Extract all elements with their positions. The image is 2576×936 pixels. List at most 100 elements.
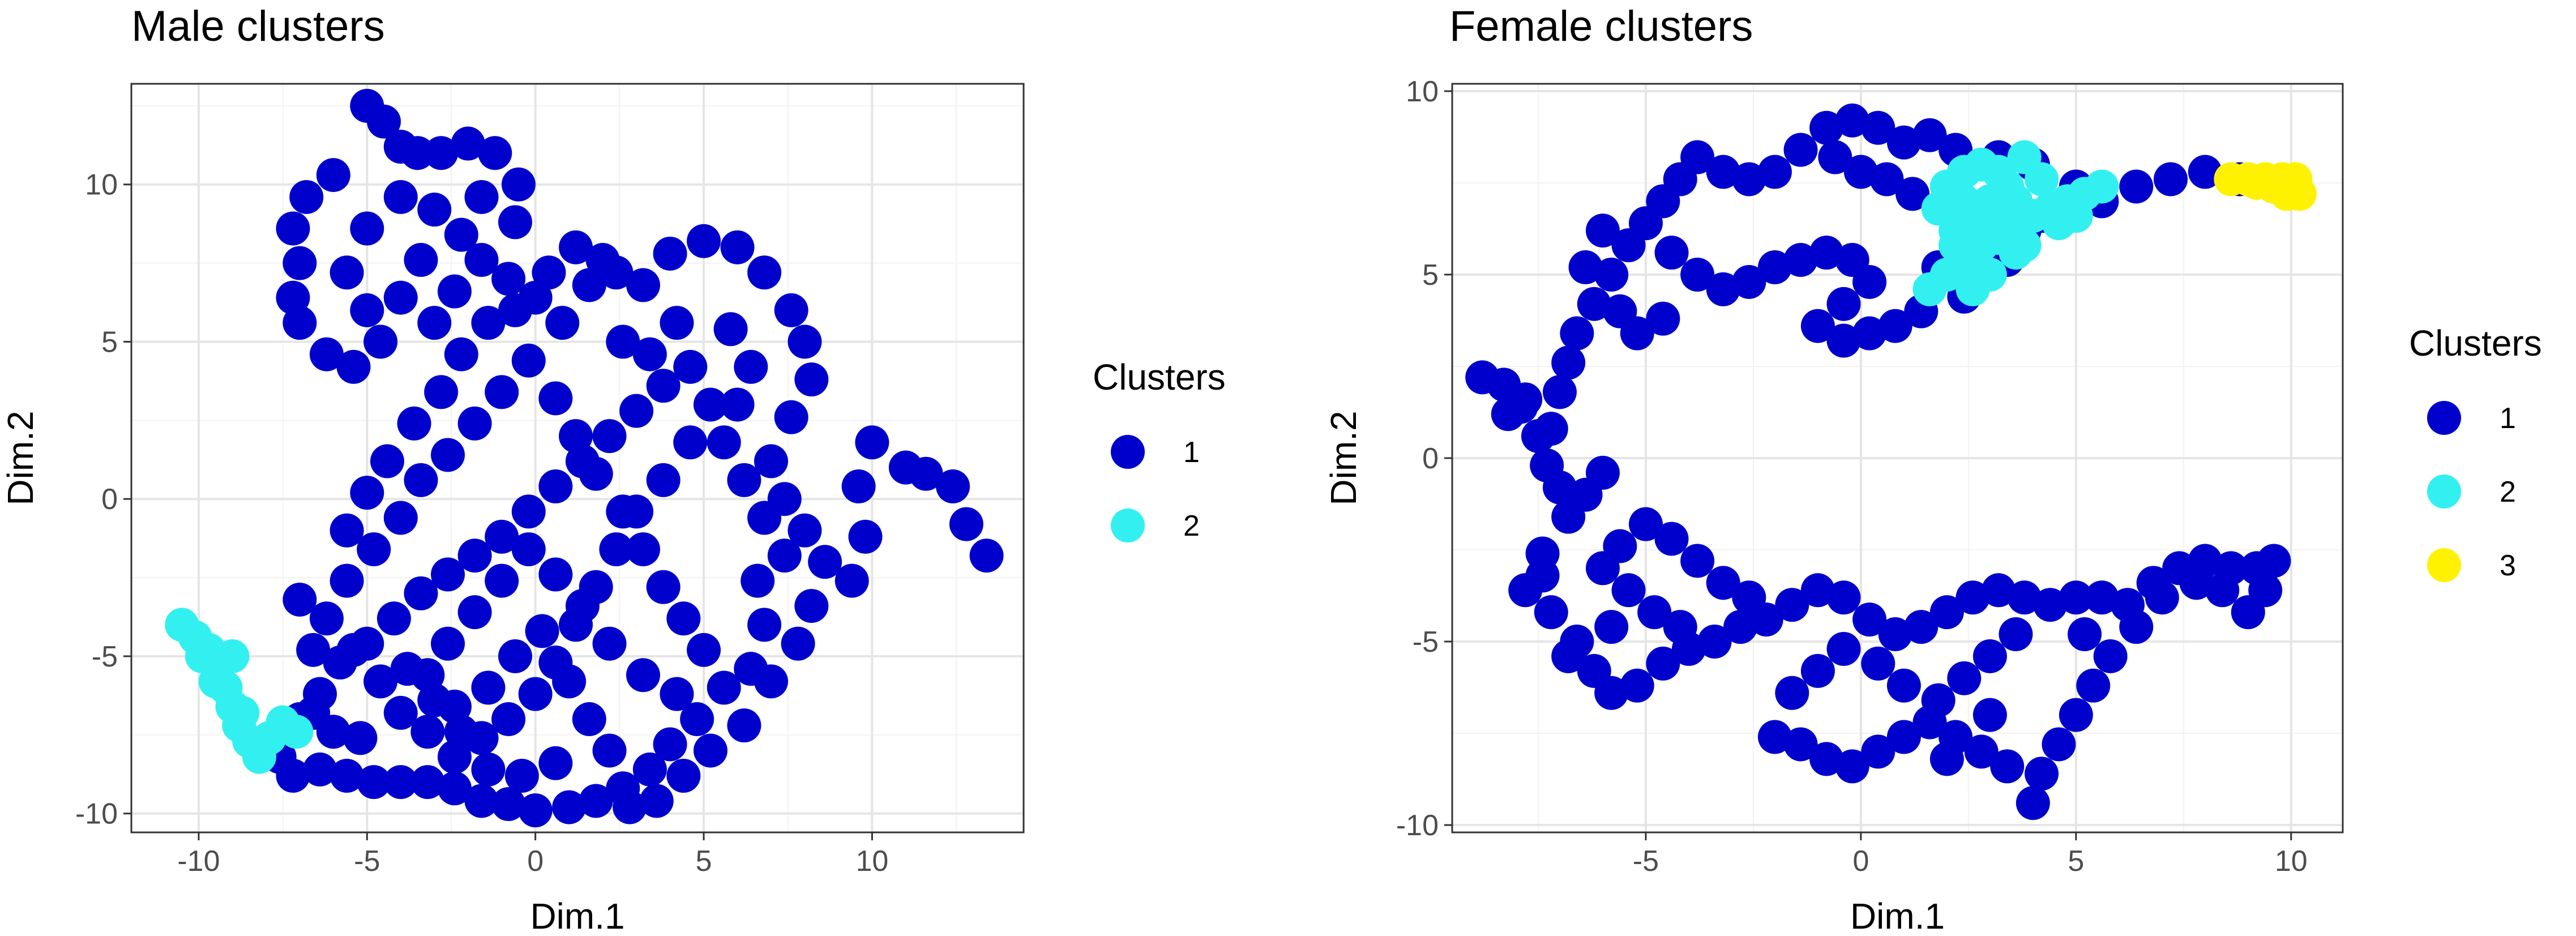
plot-border (130, 83, 1025, 834)
series-1 (262, 88, 1004, 828)
x-tick-label: -5 (1633, 845, 1659, 878)
data-point (330, 513, 364, 548)
data-point (424, 136, 459, 170)
data-point (501, 167, 536, 202)
data-point (653, 236, 687, 271)
series-2 (1912, 140, 2119, 306)
data-point (431, 438, 465, 472)
legend-item-3: 3 (2427, 548, 2516, 582)
data-point (376, 601, 411, 636)
data-point (370, 444, 404, 478)
data-point (532, 255, 566, 290)
data-point (1852, 316, 1887, 351)
data-point (1929, 742, 1964, 776)
x-tick-label: 0 (1852, 845, 1869, 878)
data-point (283, 246, 317, 280)
data-point (1852, 264, 1887, 299)
data-point (457, 595, 492, 630)
data-point (2093, 639, 2128, 673)
data-point (417, 193, 452, 227)
legend-item-2: 2 (2427, 475, 2516, 508)
data-point (350, 476, 384, 510)
data-point (734, 349, 768, 384)
data-point (1568, 250, 1603, 285)
data-point (336, 632, 371, 667)
data-point (626, 268, 660, 302)
data-point (747, 501, 782, 535)
legend-key (2427, 548, 2461, 582)
data-point (424, 375, 459, 409)
data-point (383, 695, 418, 730)
data-point (2007, 140, 2042, 174)
y-axis-title: Dim.2 (1323, 411, 1364, 505)
data-point (198, 664, 233, 699)
data-point (350, 211, 384, 246)
data-point (767, 538, 802, 573)
data-point (330, 759, 364, 793)
data-point (289, 179, 324, 214)
data-point (666, 601, 701, 636)
data-point (485, 375, 519, 409)
data-point (1775, 588, 1809, 622)
y-axis-title: Dim.2 (0, 411, 41, 505)
data-point (720, 230, 755, 264)
data-point (2007, 228, 2042, 263)
legend-key (1111, 508, 1145, 542)
data-point (350, 293, 384, 327)
data-point (774, 400, 808, 434)
data-point (781, 626, 815, 661)
data-point (1603, 529, 1637, 563)
data-point (1491, 397, 1525, 431)
data-point (1861, 734, 1895, 769)
data-point (1835, 749, 1869, 784)
data-point (713, 312, 748, 347)
data-point (1982, 155, 2016, 189)
data-point (2085, 580, 2119, 615)
data-point (1534, 595, 1568, 630)
y-tick-label: 5 (101, 326, 118, 358)
data-point (464, 243, 499, 277)
data-point (545, 306, 580, 340)
data-point (1783, 243, 1818, 277)
x-axis-title: Dim.1 (1850, 896, 1945, 936)
chart-panel-2: -5 0 5 10 -10 -5 0 5 10 Female clusters Dim.1 Dim.2… (1323, 2, 2542, 936)
data-point (444, 715, 478, 749)
legend-item-1: 1 (1111, 435, 1200, 469)
data-point (485, 519, 519, 554)
data-point (606, 324, 640, 359)
data-point (491, 262, 526, 296)
data-point (437, 771, 472, 806)
legend-item-1: 1 (2427, 401, 2516, 435)
series-2 (165, 608, 314, 774)
data-point (666, 759, 701, 793)
data-point (383, 280, 418, 315)
data-point (1990, 749, 2025, 784)
data-point (2240, 165, 2274, 200)
data-point (1706, 272, 1740, 306)
data-point (1654, 522, 1689, 556)
data-point (1809, 742, 1844, 776)
data-point (632, 752, 667, 787)
data-point (579, 456, 613, 491)
data-point (330, 563, 364, 598)
data-point (909, 456, 943, 491)
data-point (1697, 625, 1732, 659)
legend-label: 2 (1183, 510, 1200, 542)
data-point (1775, 676, 1809, 710)
data-point (296, 632, 331, 667)
data-point (363, 664, 398, 699)
data-point (1826, 287, 1861, 321)
data-point (1972, 639, 2007, 673)
legend-key (2427, 475, 2461, 508)
data-point (835, 563, 869, 598)
data-point (585, 243, 620, 277)
data-point (1663, 610, 1697, 644)
data-point (357, 765, 391, 800)
x-tick-label: 10 (2275, 845, 2308, 878)
data-point (1654, 236, 1689, 270)
data-point (2076, 668, 2111, 703)
data-point (367, 104, 401, 139)
data-point (471, 306, 506, 340)
x-tick-label: -10 (177, 845, 220, 878)
